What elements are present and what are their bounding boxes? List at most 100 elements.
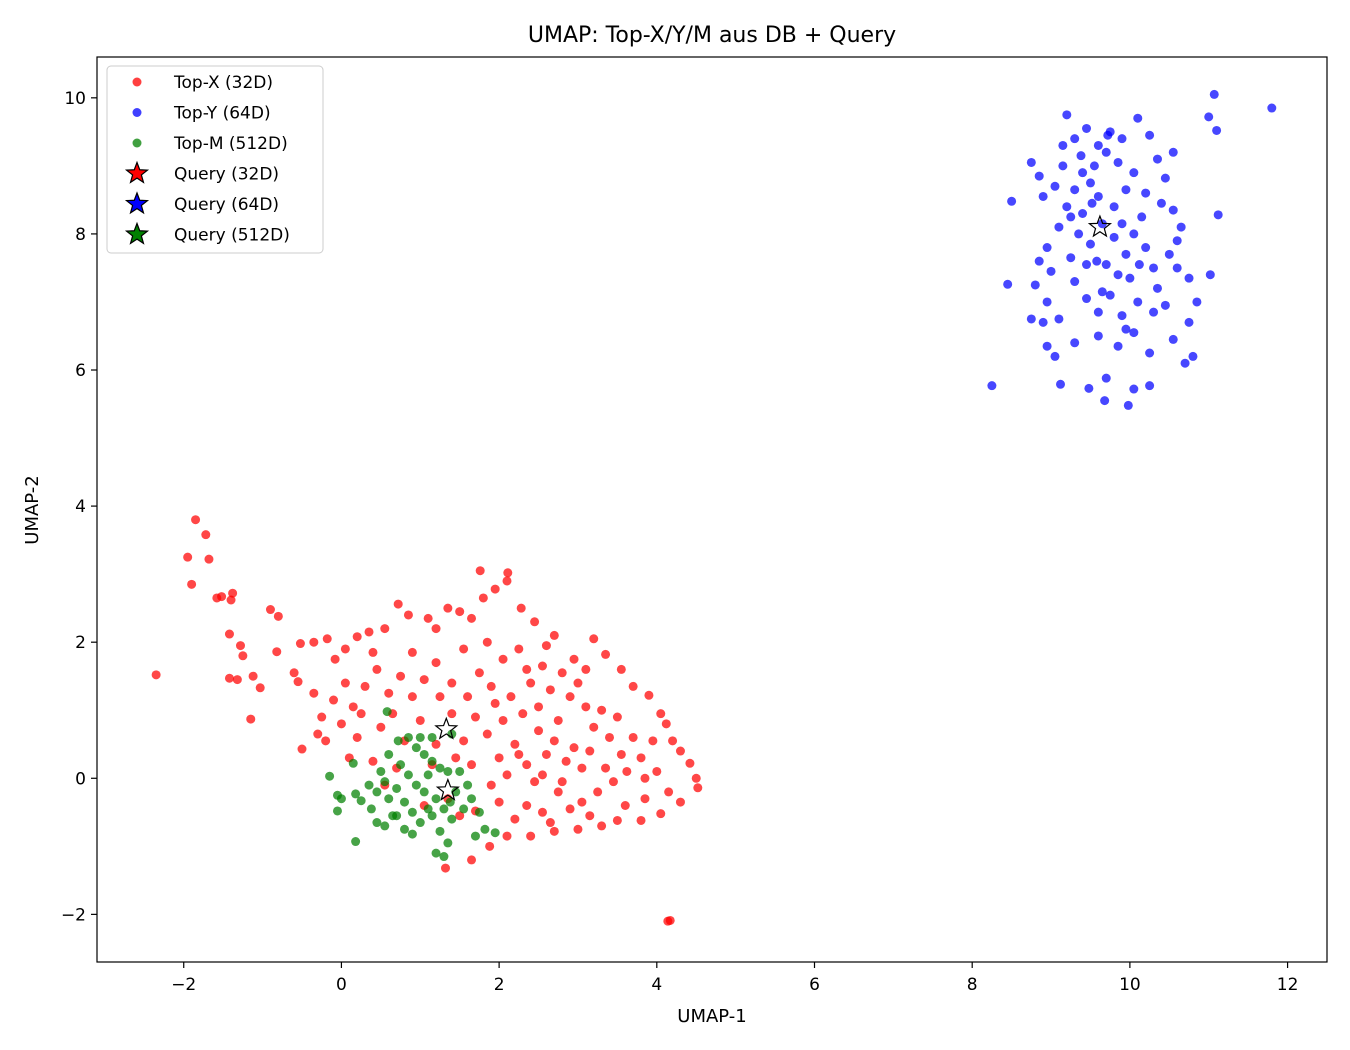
top-m-512d-point — [435, 763, 445, 773]
top-y-64d-point — [1113, 270, 1123, 280]
top-m-512d-point — [366, 804, 376, 814]
top-x-32d-point — [502, 576, 512, 586]
top-x-32d-point — [217, 592, 227, 602]
legend-box — [106, 65, 324, 254]
top-m-512d-point — [439, 804, 449, 814]
y-axis: −2 0 2 4 6 8 10 — [61, 89, 97, 925]
top-y-64d-point — [1176, 222, 1186, 232]
query-32d-legend-marker — [124, 160, 150, 184]
top-x-32d-point — [503, 568, 513, 578]
top-m-512d-point — [435, 826, 445, 836]
top-x-32d-point — [537, 807, 547, 817]
top-m-512d-point — [396, 760, 406, 770]
x-tick-label: 10 — [1119, 975, 1141, 995]
plot-frame — [96, 56, 1328, 963]
top-m-512d-point — [380, 777, 390, 787]
top-x-32d-point — [530, 777, 540, 787]
top-x-32d-point — [431, 739, 441, 749]
top-y-64d-point — [1097, 287, 1107, 297]
top-x-32d-point — [293, 677, 303, 687]
top-m-512d-point — [445, 797, 455, 807]
top-y-64d-point — [1046, 266, 1056, 276]
top-y-64d-point — [1267, 103, 1277, 113]
top-y-64d-point — [1093, 191, 1103, 201]
x-axis-label: UMAP-1 — [677, 1006, 746, 1027]
top-x-32d-point — [313, 729, 323, 739]
top-x-32d-point — [419, 675, 429, 685]
top-m-512d-point — [439, 852, 449, 862]
top-y-64d-point — [1093, 331, 1103, 341]
top-x-32d-point — [321, 736, 331, 746]
top-y-64d-point — [1078, 168, 1088, 178]
top-y-64d-point — [1054, 222, 1064, 232]
top-y-64d-point — [1100, 396, 1110, 406]
top-m-512d-point — [407, 807, 417, 817]
top-x-32d-point — [620, 800, 630, 810]
top-x-32d-point — [183, 552, 193, 562]
top-y-64d-point — [1168, 334, 1178, 344]
top-y-64d-point — [1058, 161, 1068, 171]
top-y-64d-point — [1123, 400, 1133, 410]
top-x-32d-point — [187, 579, 197, 589]
top-x-32d-point — [522, 800, 532, 810]
top-x-32d-point — [238, 651, 248, 661]
top-x-32d-point — [545, 818, 555, 828]
top-x-32d-point — [557, 668, 567, 678]
top-y-64d-point — [1042, 243, 1052, 253]
top-x-32d-point — [309, 637, 319, 647]
top-x-32d-point — [352, 632, 362, 642]
top-x-32d-point — [522, 760, 532, 770]
top-x-32d-point — [340, 678, 350, 688]
top-y-64d-point — [1070, 185, 1080, 195]
top-x-32d-point — [569, 743, 579, 753]
y-tick-label: −2 — [61, 905, 86, 925]
top-y-64d-point — [1062, 202, 1072, 212]
top-y-64d-point — [1034, 256, 1044, 266]
top-y-64d-point — [1133, 297, 1143, 307]
top-x-32d-point — [475, 566, 485, 576]
top-y-64d-point — [1168, 147, 1178, 157]
top-y-64d-point — [1145, 130, 1155, 140]
top-m-512d-point — [427, 732, 437, 742]
top-y-64d-point — [1156, 198, 1166, 208]
top-x-32d-point — [526, 678, 536, 688]
x-tick-label: 6 — [809, 975, 820, 995]
top-m-512d-point — [423, 770, 433, 780]
top-x-32d-point — [295, 639, 305, 649]
y-tick-label: 6 — [75, 361, 86, 381]
top-x-32d-point — [636, 753, 646, 763]
top-x-32d-point — [317, 712, 327, 722]
top-x-32d-point — [506, 692, 516, 702]
top-x-32d-point — [482, 637, 492, 647]
query-64d-marker — [1087, 214, 1113, 238]
top-x-32d-point — [510, 814, 520, 824]
top-m-512d-point — [336, 794, 346, 804]
top-y-64d-point — [1109, 232, 1119, 242]
top-x-32d-point — [593, 787, 603, 797]
top-y-64d-point — [1026, 157, 1036, 167]
top-m-512d-point — [403, 732, 413, 742]
top-y-64d-point — [1160, 300, 1170, 310]
legend: Top-X (32D) Top-Y (64D) Top-M (512D) Query … — [106, 65, 324, 254]
top-m-512d-point — [443, 838, 453, 848]
top-x-32d-point — [384, 688, 394, 698]
top-x-32d-point — [494, 797, 504, 807]
top-x-32d-point — [498, 715, 508, 725]
top-y-64d-point — [1117, 219, 1127, 229]
top-y-64d-point — [1141, 188, 1151, 198]
top-y-64d-point — [1076, 151, 1086, 161]
top-y-64d-point — [1117, 311, 1127, 321]
top-x-32d-point — [498, 654, 508, 664]
top-m-512d-point — [384, 749, 394, 759]
top-x-32d-point — [443, 603, 453, 613]
legend-label: Top-M (512D) — [173, 134, 288, 154]
top-y-64d-point — [1129, 384, 1139, 394]
top-x-32d-point — [368, 756, 378, 766]
y-tick-label: 4 — [75, 497, 86, 517]
top-x-32d-point — [541, 749, 551, 759]
top-x-32d-point — [407, 692, 417, 702]
top-x-32d-point — [151, 670, 161, 680]
top-y-64d-point — [1180, 358, 1190, 368]
top-y-64d-point — [1129, 168, 1139, 178]
